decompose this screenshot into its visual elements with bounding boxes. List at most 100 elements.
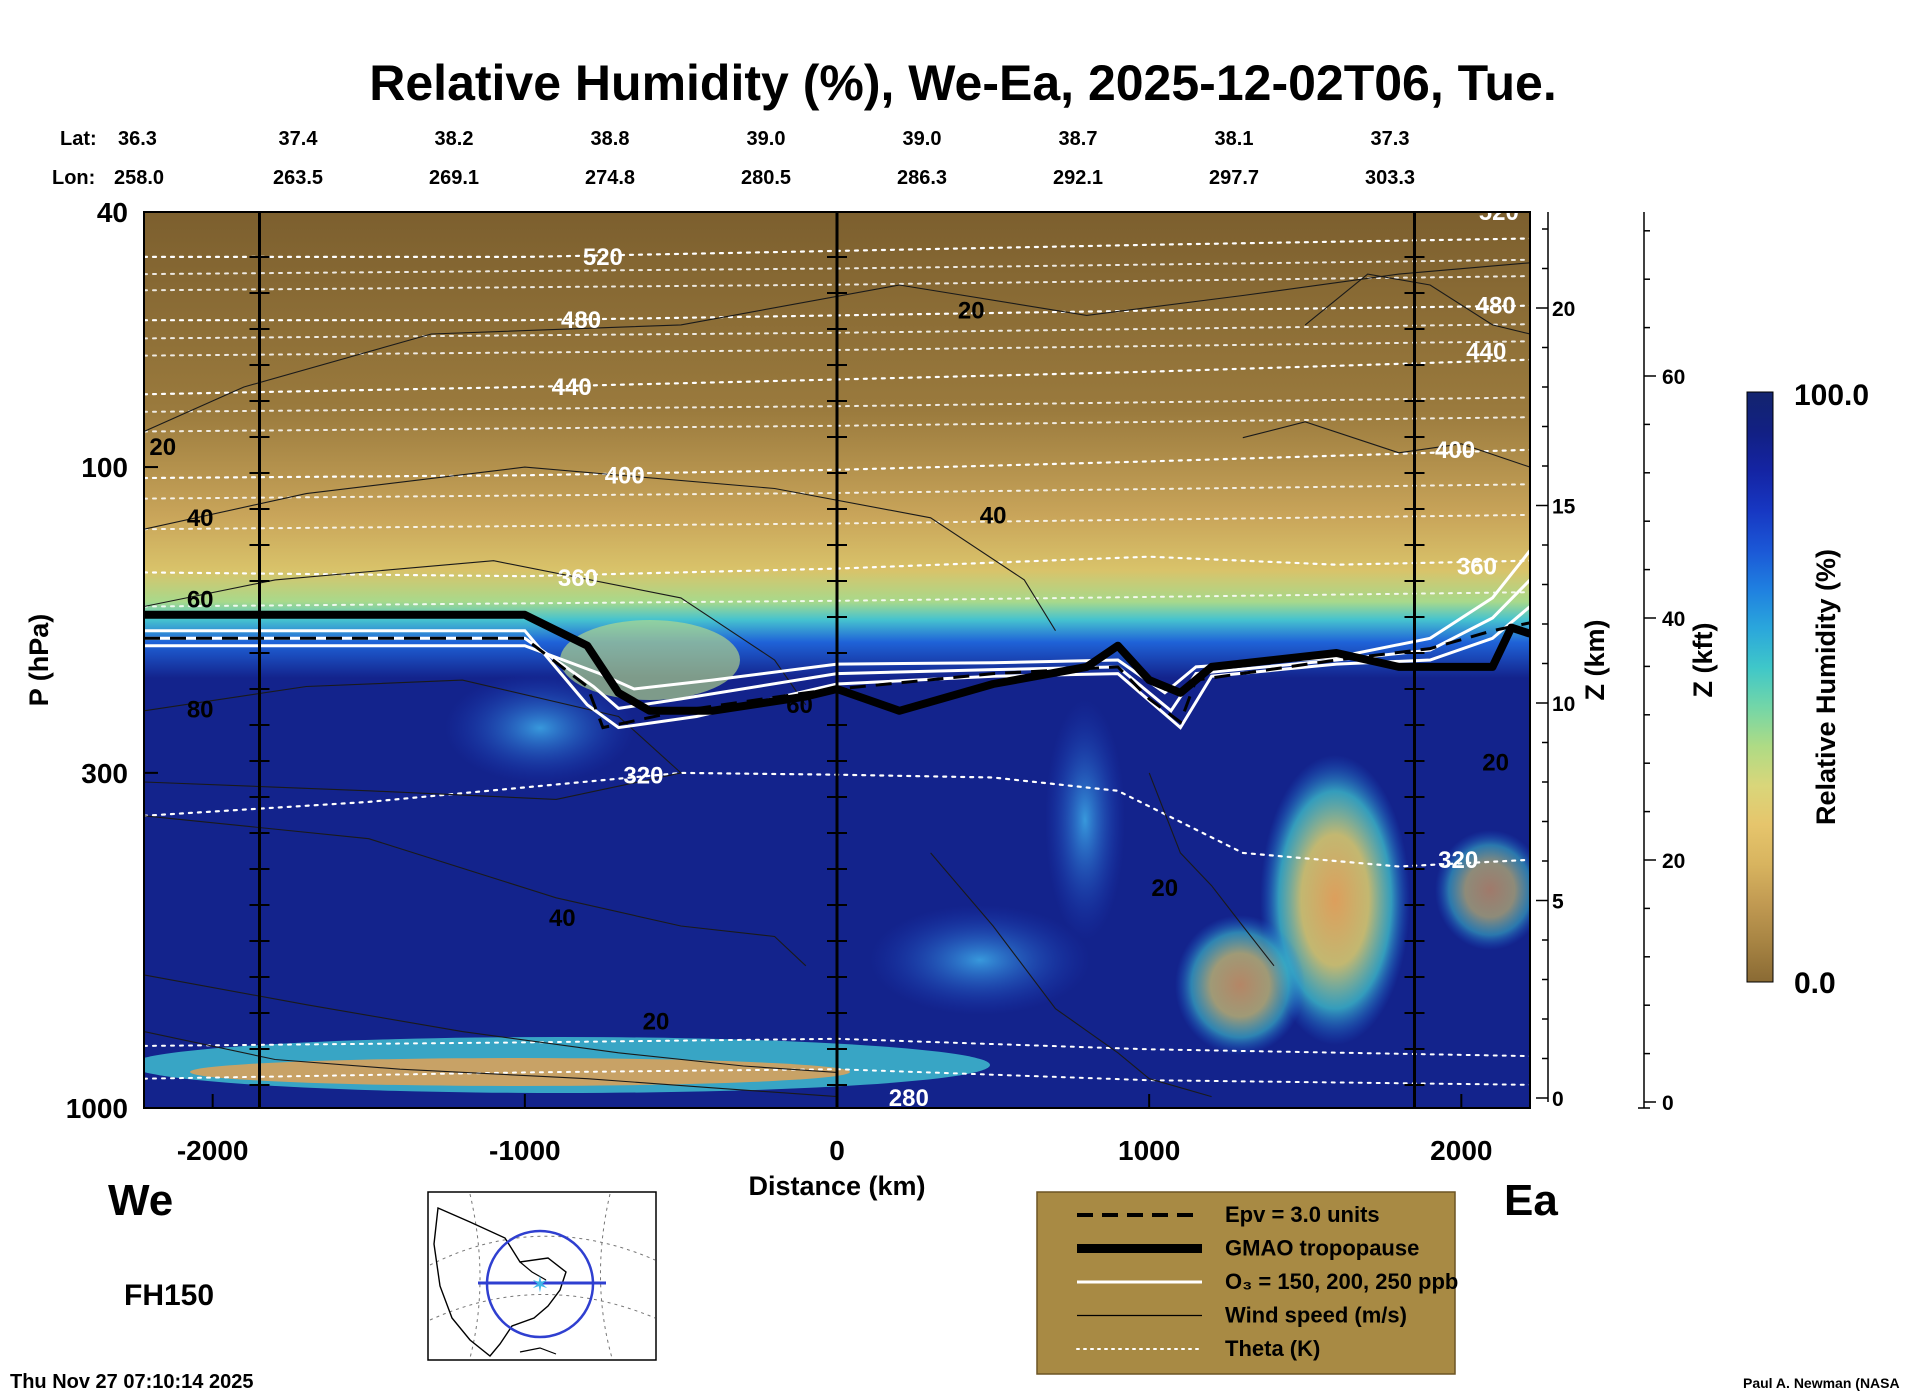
forecast-hour-label: FH150 [124,1279,214,1312]
wind-contour [1242,421,1530,468]
wind-contour [144,815,807,967]
y-axis-label: P (hPa) [24,614,54,707]
y-tick-label: 300 [81,758,128,789]
wind-contour [144,974,838,1073]
theta-label: 480 [1476,293,1516,320]
inset-map-lakes [519,1261,547,1281]
wind-label: 60 [786,692,813,719]
x-tick-label: 2000 [1430,1135,1492,1166]
theta-label: 400 [1435,437,1475,464]
wind-label: 20 [643,1009,670,1036]
lat-value: 39.0 [747,128,786,150]
x-axis-ticks: -2000 -1000 0 1000 2000 [177,1094,1492,1166]
lat-values-row: 36.3 37.4 38.2 38.8 39.0 39.0 38.7 38.1 37.3 [118,128,1409,150]
wind-label: 20 [1151,875,1178,902]
lon-value: 297.7 [1209,167,1259,189]
colorbar-min-label: 0.0 [1794,967,1836,1000]
theta-label: 360 [1457,554,1497,581]
z-kft-tick-label: 0 [1662,1092,1674,1115]
rh-dry-tongue [560,620,740,700]
legend-label: Epv = 3.0 units [1225,1202,1380,1227]
timestamp-footer: Thu Nov 27 07:10:14 2025 [10,1371,253,1393]
lat-header-label: Lat: [60,128,97,150]
lat-value: 38.7 [1059,128,1098,150]
lat-value: 37.3 [1371,128,1410,150]
z-kft-tick-label: 40 [1662,608,1685,631]
wind-label: 40 [187,505,214,532]
z-kft-axis: 0 20 40 60 [1638,212,1685,1115]
lon-value: 274.8 [585,167,635,189]
rh-moist-patch [445,673,635,783]
legend-label: Wind speed (m/s) [1225,1303,1407,1328]
legend-items: Epv = 3.0 units GMAO tropopause O₃ = 150, … [1076,1202,1458,1361]
wind-contour [930,852,1212,1098]
z-kft-tick-label: 60 [1662,366,1685,389]
lon-value: 286.3 [897,167,947,189]
x-axis-label: Distance (km) [748,1171,925,1201]
lon-value: 292.1 [1053,167,1103,189]
lat-value: 38.8 [591,128,630,150]
y-tick-label: 100 [81,452,128,483]
wind-speed-contours [144,262,1530,1098]
wind-label: 40 [549,905,576,932]
lat-value: 38.1 [1215,128,1254,150]
wind-contour [144,560,807,706]
z-km-tick-label: 15 [1552,496,1576,519]
y-axis-ticks: 40 100 300 1000 [66,197,158,1124]
wind-contour [1304,273,1530,335]
wind-label: 20 [958,298,985,325]
lat-value: 39.0 [903,128,942,150]
wind-labels: 20 40 60 80 60 40 20 20 40 20 20 [149,298,1509,1036]
vertical-marker-lines [249,212,1425,1108]
theta-label: 520 [583,244,623,271]
y-tick-label: 1000 [66,1093,128,1124]
x-tick-label: -1000 [489,1135,561,1166]
theta-label: 320 [623,763,663,790]
wind-contour [144,262,1530,433]
z-kft-tick-label: 20 [1662,850,1685,873]
z-km-tick-label: 5 [1552,891,1564,914]
legend-label: Theta (K) [1225,1336,1320,1361]
rh-dry-column-mid [1175,915,1305,1055]
inset-map-islands [519,1347,557,1355]
inset-map-center-marker: ✶ [531,1272,549,1297]
lon-values-row: 258.0 263.5 269.1 274.8 280.5 286.3 292.1 297.7… [114,167,1415,189]
y-tick-label: 40 [97,197,128,228]
lat-value: 38.2 [435,128,474,150]
theta-label: 480 [561,307,601,334]
wind-contour [144,679,683,800]
z-km-tick-label: 0 [1552,1088,1564,1111]
x-tick-label: 1000 [1118,1135,1180,1166]
z-km-tick-label: 10 [1552,693,1575,716]
theta-label: 440 [552,374,592,401]
x-tick-label: -2000 [177,1135,249,1166]
wind-contour [144,466,1056,631]
lon-value: 258.0 [114,167,164,189]
wind-label: 80 [187,697,214,724]
colorbar-label: Relative Humidity (%) [1811,549,1841,825]
z-km-axis: 0 5 10 15 20 [1536,212,1576,1111]
z-km-tick-label: 20 [1552,298,1575,321]
east-end-label: Ea [1504,1176,1558,1225]
lon-header-label: Lon: [52,167,95,189]
wind-contour [1148,772,1275,967]
theta-label: 320 [1438,847,1478,874]
wind-label: 20 [1482,749,1509,776]
wind-label: 40 [980,502,1007,529]
tropopause-line [144,610,1530,715]
lat-value: 36.3 [118,128,157,150]
inset-map-coastline [433,1206,567,1357]
theta-label: 520 [1479,199,1519,226]
lon-value: 269.1 [429,167,479,189]
theta-labels: 520 480 440 400 360 320 280 520 480 440 400 360 320 [552,199,1519,1112]
theta-label: 440 [1466,338,1506,365]
inset-map-graticule [429,1193,656,1359]
legend-label: GMAO tropopause [1225,1236,1419,1261]
theta-label: 280 [889,1085,929,1112]
rh-dry-boundary-layer [190,1058,850,1086]
z-km-axis-label: Z (km) [1580,620,1610,701]
lon-value: 280.5 [741,167,791,189]
rh-moist-lower [870,905,1090,1015]
legend-box: Epv = 3.0 units GMAO tropopause O₃ = 150, … [1036,1191,1458,1375]
